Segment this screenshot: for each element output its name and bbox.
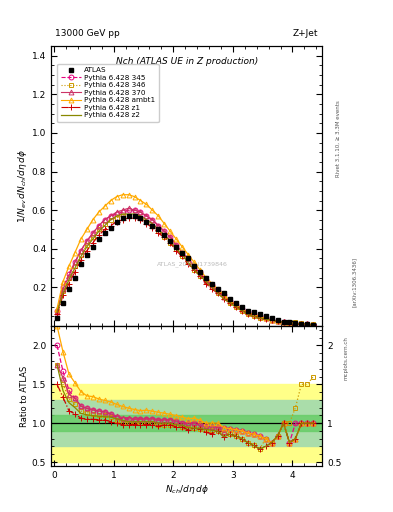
Y-axis label: $1/N_{ev}\,dN_{ch}/d\eta\,d\phi$: $1/N_{ev}\,dN_{ch}/d\eta\,d\phi$ [16, 149, 29, 223]
X-axis label: $N_{ch}/d\eta\,d\phi$: $N_{ch}/d\eta\,d\phi$ [165, 482, 209, 496]
Text: ATLAS_2019_I1739846: ATLAS_2019_I1739846 [157, 262, 228, 267]
Text: [arXiv:1306.3436]: [arXiv:1306.3436] [352, 257, 357, 307]
Bar [51, 415, 322, 431]
Bar [51, 385, 322, 462]
Bar [51, 400, 322, 446]
Text: mcplots.cern.ch: mcplots.cern.ch [344, 336, 349, 380]
Text: Z+Jet: Z+Jet [293, 29, 318, 38]
Text: Rivet 3.1.10, ≥ 3.3M events: Rivet 3.1.10, ≥ 3.3M events [336, 100, 341, 177]
Text: 13000 GeV pp: 13000 GeV pp [55, 29, 120, 38]
Y-axis label: Ratio to ATLAS: Ratio to ATLAS [20, 366, 29, 426]
Text: Nch (ATLAS UE in Z production): Nch (ATLAS UE in Z production) [116, 57, 258, 66]
Legend: ATLAS, Pythia 6.428 345, Pythia 6.428 346, Pythia 6.428 370, Pythia 6.428 ambt1,: ATLAS, Pythia 6.428 345, Pythia 6.428 34… [57, 63, 159, 122]
